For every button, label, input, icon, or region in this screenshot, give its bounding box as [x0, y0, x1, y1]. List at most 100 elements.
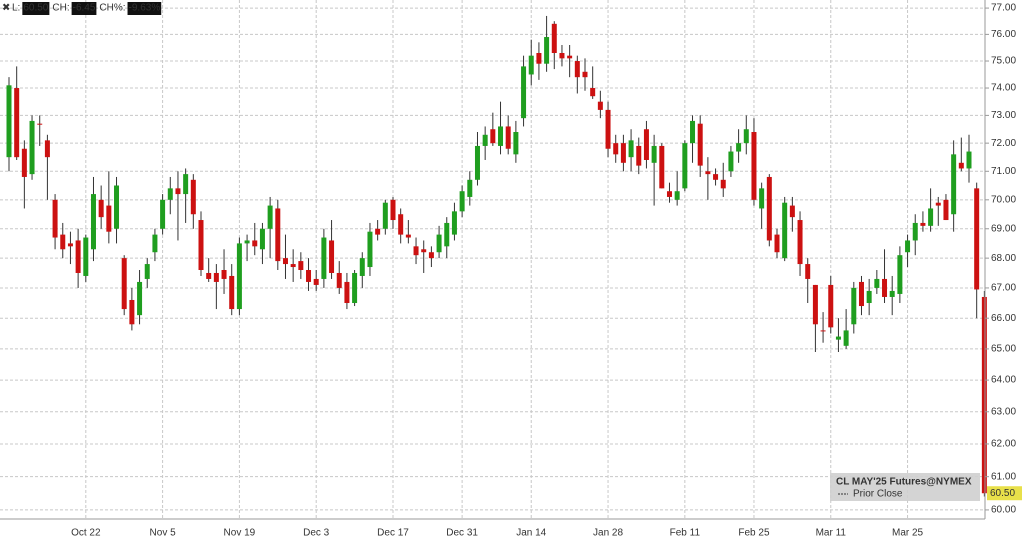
- candle-body: [590, 88, 596, 97]
- grid: [0, 0, 985, 519]
- candle-body: [905, 240, 911, 253]
- candle-body: [67, 243, 73, 247]
- candle-body: [705, 171, 711, 175]
- candle-body: [375, 228, 381, 235]
- candle-body: [121, 258, 127, 310]
- candle-body: [682, 143, 688, 189]
- candle-body: [436, 234, 442, 253]
- candle-body: [152, 234, 158, 253]
- candle-body: [83, 237, 89, 276]
- candle-body: [928, 208, 934, 226]
- candle-body: [282, 258, 288, 265]
- candle-body: [766, 176, 772, 241]
- y-tick-label: 61.00: [991, 471, 1016, 482]
- y-tick-label: 63.00: [991, 406, 1016, 417]
- candle-body: [444, 222, 450, 247]
- candle-body: [482, 134, 488, 146]
- y-tick-label: 66.00: [991, 313, 1016, 324]
- candle-body: [321, 237, 327, 279]
- candle-body: [943, 199, 949, 221]
- candle-body: [828, 284, 834, 328]
- y-tick-label: 77.00: [991, 3, 1016, 14]
- candle-body: [574, 61, 580, 78]
- candle-body: [459, 191, 465, 212]
- candle-body: [6, 85, 12, 158]
- x-tick-label: Feb 25: [738, 528, 770, 539]
- candle-body: [782, 202, 788, 259]
- legend-bg: [830, 473, 980, 501]
- candle-body: [167, 188, 173, 200]
- y-tick-label: 64.00: [991, 375, 1016, 386]
- x-tick-label: Jan 28: [593, 528, 623, 539]
- candle-body: [144, 264, 150, 279]
- y-tick-label: 65.00: [991, 344, 1016, 355]
- candle-body: [935, 202, 941, 206]
- candle-body: [697, 123, 703, 166]
- candle-body: [728, 151, 734, 172]
- candle-body: [981, 296, 987, 494]
- candle-body: [866, 290, 872, 304]
- candle-body: [52, 199, 58, 238]
- readout-label: CH:: [52, 3, 69, 14]
- last-price-tag: [987, 486, 1022, 501]
- candle-body: [474, 145, 480, 180]
- candle-body: [90, 194, 96, 250]
- candle-body: [190, 179, 196, 215]
- candle-body: [405, 234, 411, 238]
- candle-body: [736, 143, 742, 152]
- candle-body: [306, 270, 312, 282]
- candle-body: [451, 211, 457, 235]
- candle-body: [344, 281, 350, 304]
- y-tick-label: 60.00: [991, 505, 1016, 516]
- candle-body: [874, 278, 880, 288]
- candle-body: [551, 23, 557, 53]
- candle-body: [175, 188, 181, 195]
- candle-body: [851, 287, 857, 325]
- x-tick-label: Oct 22: [71, 528, 101, 539]
- y-tick-label: 70.00: [991, 194, 1016, 205]
- candle-body: [521, 66, 527, 119]
- candle-body: [966, 151, 972, 169]
- x-tick-label: Mar 25: [892, 528, 924, 539]
- candle-body: [398, 214, 404, 235]
- x-tick-label: Dec 31: [446, 528, 478, 539]
- candle-body: [674, 191, 680, 200]
- y-tick-label: 73.00: [991, 110, 1016, 121]
- readout-value: -9.63%: [129, 3, 161, 14]
- x-tick-label: Nov 5: [150, 528, 177, 539]
- candle-body: [666, 191, 672, 197]
- x-tick-label: Mar 11: [816, 528, 847, 539]
- candle-body: [336, 272, 342, 288]
- candle-body: [797, 220, 803, 265]
- candle-body: [636, 145, 642, 166]
- candle-body: [490, 129, 496, 144]
- candle-body: [597, 101, 603, 110]
- close-icon: ✖: [2, 3, 10, 14]
- candle-body: [690, 120, 696, 144]
- x-tick-label: Nov 19: [224, 528, 256, 539]
- y-tick-label: 62.00: [991, 439, 1016, 450]
- x-tick-label: Dec 17: [377, 528, 409, 539]
- candle-body: [298, 261, 304, 271]
- candle-body: [160, 199, 166, 229]
- candle-body: [858, 281, 864, 307]
- candle-body: [882, 278, 888, 297]
- readout-label: L:: [12, 3, 20, 14]
- candle-body: [643, 129, 649, 160]
- candle-body: [889, 290, 895, 297]
- legend-label: Prior Close: [853, 489, 903, 500]
- candle-body: [313, 278, 319, 285]
- candle-body: [329, 240, 335, 273]
- candle-body: [897, 255, 903, 294]
- x-tick-label: Feb 11: [670, 528, 701, 539]
- candle-body: [713, 174, 719, 180]
- candle-body: [958, 162, 964, 169]
- y-tick-label: 71.00: [991, 166, 1016, 177]
- candle-body: [75, 240, 81, 273]
- y-tick-label: 68.00: [991, 253, 1016, 264]
- candle-body: [774, 234, 780, 253]
- candle-body: [252, 240, 258, 247]
- candle-body: [183, 174, 189, 195]
- candle-body: [812, 284, 818, 325]
